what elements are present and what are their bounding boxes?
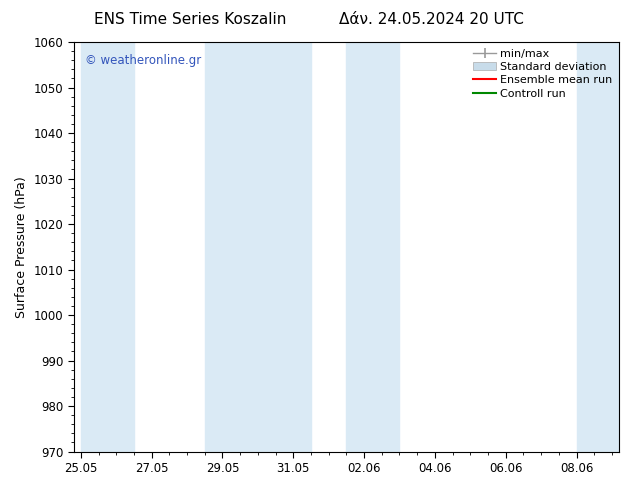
Bar xyxy=(346,42,399,452)
Bar xyxy=(205,42,311,452)
Y-axis label: Surface Pressure (hPa): Surface Pressure (hPa) xyxy=(15,176,28,318)
Bar xyxy=(81,42,134,452)
Legend: min/max, Standard deviation, Ensemble mean run, Controll run: min/max, Standard deviation, Ensemble me… xyxy=(469,44,617,103)
Bar xyxy=(576,42,619,452)
Text: © weatheronline.gr: © weatheronline.gr xyxy=(84,54,201,67)
Text: ENS Time Series Koszalin: ENS Time Series Koszalin xyxy=(94,12,287,27)
Text: Δάν. 24.05.2024 20 UTC: Δάν. 24.05.2024 20 UTC xyxy=(339,12,524,27)
